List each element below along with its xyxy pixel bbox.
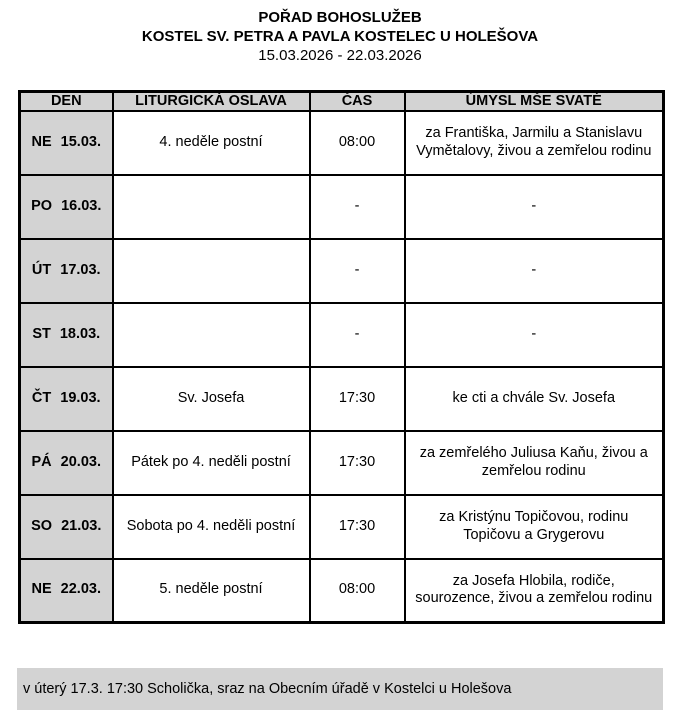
table-row: ÚT 17.03. - - [18,237,665,304]
table-row: NE 22.03. 5. neděle postní 08:00 za Jose… [18,557,665,624]
celebration-cell [111,301,311,368]
time-cell: - [308,173,406,240]
day-label: PÁ 20.03. [27,454,106,472]
day-abbreviation: SO [31,517,53,534]
intention-cell: - [403,237,665,304]
day-cell: NE 15.03. [18,109,114,176]
day-abbreviation: ÚT [31,261,52,278]
intention-cell: - [403,301,665,368]
celebration-cell: 5. neděle postní [111,557,311,624]
day-date: 19.03. [60,389,101,406]
day-label: ÚT 17.03. [27,262,106,280]
day-date: 18.03. [59,325,101,342]
day-abbreviation: PO [31,197,53,214]
day-label: NE 15.03. [27,134,106,152]
header-row: DEN LITURGICKÁ OSLAVA ČAS ÚMYSL MŠE SVAT… [18,90,665,112]
day-date: 20.03. [60,453,101,470]
day-label: NE 22.03. [27,581,106,599]
table-header: DEN LITURGICKÁ OSLAVA ČAS ÚMYSL MŠE SVAT… [18,90,665,112]
day-date: 16.03. [61,197,102,214]
col-header-umysl: ÚMYSL MŠE SVATÉ [403,90,665,112]
day-abbreviation: ST [32,325,51,342]
celebration-cell: 4. neděle postní [111,109,311,176]
footer-note-text: v úterý 17.3. 17:30 Scholička, sraz na O… [23,681,512,697]
intention-cell: za zemřelého Juliusa Kaňu, živou a zemře… [403,429,665,496]
date-range: 15.03.2026 - 22.03.2026 [258,47,422,64]
day-date: 15.03. [60,133,101,150]
intention-cell: - [403,173,665,240]
footer-note-bar: v úterý 17.3. 17:30 Scholička, sraz na O… [17,668,663,710]
table-row: ST 18.03. - - [18,301,665,368]
day-label: ČT 19.03. [27,390,106,408]
table-body: NE 15.03. 4. neděle postní 08:00 za Fran… [18,109,665,624]
celebration-cell [111,237,311,304]
page-title: POŘAD BOHOSLUŽEB [258,9,422,26]
table-row: NE 15.03. 4. neděle postní 08:00 za Fran… [18,109,665,176]
day-cell: PO 16.03. [18,173,114,240]
day-cell: ČT 19.03. [18,365,114,432]
time-cell: - [308,237,406,304]
table-row: SO 21.03. Sobota po 4. neděli postní 17:… [18,493,665,560]
time-cell: 08:00 [308,557,406,624]
celebration-cell: Sv. Josefa [111,365,311,432]
intention-cell: za Josefa Hlobila, rodiče, sourozence, ž… [403,557,665,624]
title-block: POŘAD BOHOSLUŽEB KOSTEL SV. PETRA A PAVL… [0,8,680,66]
day-cell: ÚT 17.03. [18,237,114,304]
intention-cell: ke cti a chvále Sv. Josefa [403,365,665,432]
church-name: KOSTEL SV. PETRA A PAVLA KOSTELEC U HOLE… [141,28,539,45]
col-header-cas: ČAS [308,90,406,112]
day-abbreviation: NE [31,581,52,598]
day-abbreviation: PÁ [31,453,52,470]
time-cell: - [308,301,406,368]
table-row: PÁ 20.03. Pátek po 4. neděli postní 17:3… [18,429,665,496]
day-date: 21.03. [61,517,102,534]
day-label: SO 21.03. [27,518,106,536]
time-cell: 08:00 [308,109,406,176]
day-abbreviation: ČT [31,389,52,406]
table-row: PO 16.03. - - [18,173,665,240]
time-cell: 17:30 [308,429,406,496]
col-header-liturgicka-oslava: LITURGICKÁ OSLAVA [111,90,311,112]
col-header-den: DEN [18,90,114,112]
day-abbreviation: NE [31,133,52,150]
day-label: PO 16.03. [27,198,106,216]
celebration-cell: Sobota po 4. neděli postní [111,493,311,560]
time-cell: 17:30 [308,365,406,432]
day-cell: ST 18.03. [18,301,114,368]
celebration-cell: Pátek po 4. neděli postní [111,429,311,496]
schedule-table: DEN LITURGICKÁ OSLAVA ČAS ÚMYSL MŠE SVAT… [18,90,665,624]
day-cell: SO 21.03. [18,493,114,560]
time-cell: 17:30 [308,493,406,560]
celebration-cell [111,173,311,240]
day-cell: PÁ 20.03. [18,429,114,496]
table-row: ČT 19.03. Sv. Josefa 17:30 ke cti a chvá… [18,365,665,432]
day-date: 22.03. [60,581,101,598]
intention-cell: za Kristýnu Topičovou, rodinu Topičovu a… [403,493,665,560]
day-cell: NE 22.03. [18,557,114,624]
day-label: ST 18.03. [27,326,106,344]
day-date: 17.03. [60,261,101,278]
intention-cell: za Františka, Jarmilu a Stanislavu Vymět… [403,109,665,176]
